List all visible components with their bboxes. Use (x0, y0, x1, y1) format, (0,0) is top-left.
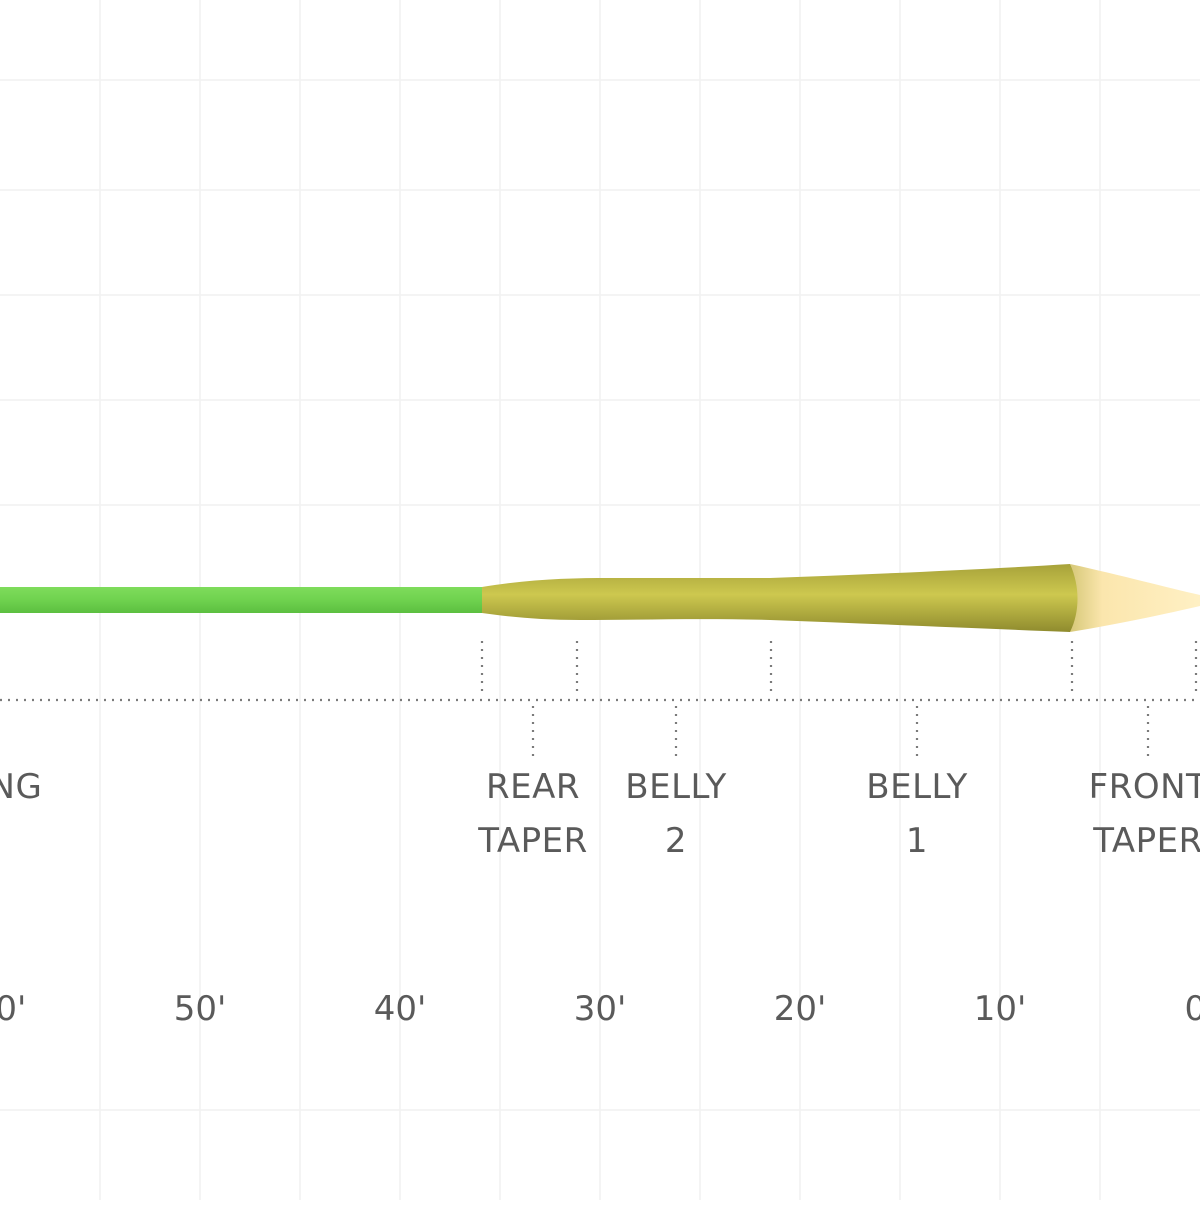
label-leaders (531, 706, 1150, 760)
distance-tick-10: 10' (974, 989, 1027, 1029)
segment-label-belly-1-line1: BELLY (866, 767, 967, 807)
segment-label-running: RUNNING (0, 767, 42, 807)
segment-label-belly-2-line2: 2 (665, 821, 687, 861)
running-line (0, 587, 486, 613)
segment-label-rear-taper-line1: REAR (486, 767, 580, 807)
segment-label-rear-taper-line2: TAPER (477, 821, 588, 861)
distance-tick-20: 20' (774, 989, 827, 1029)
distance-tick-50: 50' (174, 989, 227, 1029)
distance-scale: 60' 50' 40' 30' 20' 10' 0' (0, 989, 1200, 1029)
segment-boundaries (480, 641, 1198, 695)
distance-tick-0: 0' (1185, 989, 1200, 1029)
line-head (482, 564, 1082, 632)
segment-label-front-taper-line1: FRONT (1089, 767, 1200, 807)
distance-tick-40: 40' (374, 989, 427, 1029)
distance-tick-30: 30' (574, 989, 627, 1029)
line-tip (1070, 564, 1200, 632)
segment-label-belly-1-line2: 1 (906, 821, 928, 861)
segment-label-belly-2-line1: BELLY (625, 767, 726, 807)
distance-tick-60: 60' (0, 989, 26, 1029)
segment-labels: RUNNING REAR TAPER BELLY 2 BELLY 1 FRONT… (0, 767, 1200, 861)
segment-label-front-taper-line2: TAPER (1092, 821, 1200, 861)
